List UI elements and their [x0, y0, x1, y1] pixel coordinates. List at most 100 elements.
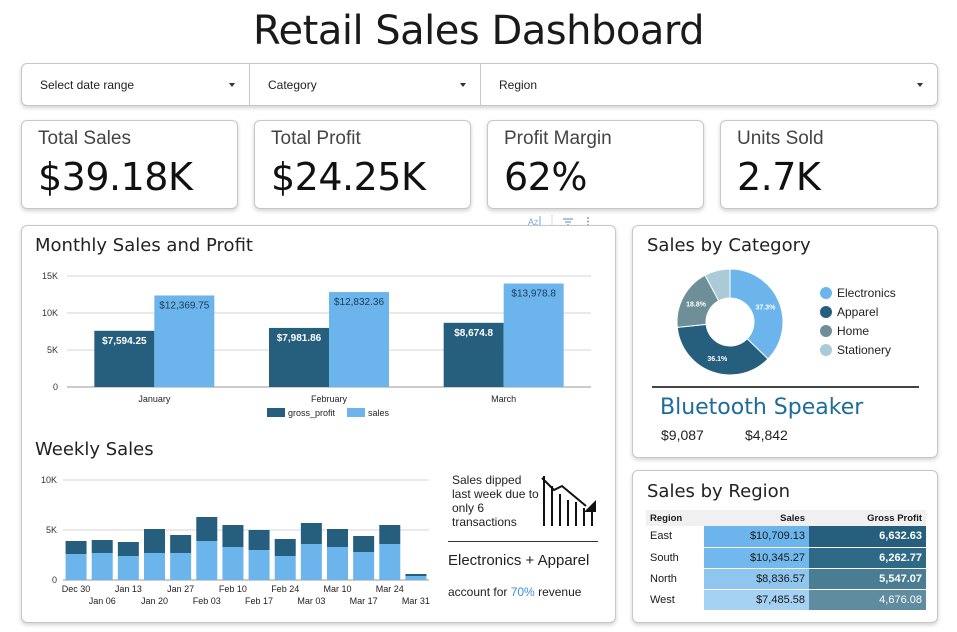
bar-segment-bottom [196, 541, 218, 580]
caret-down-icon [229, 83, 235, 87]
kpi-label: Profit Margin [504, 128, 612, 149]
kpi-units-sold: Units Sold 2.7K [720, 120, 938, 209]
bar-segment-top [300, 523, 322, 544]
kpi-profit-margin: Profit Margin 62% [487, 120, 704, 209]
x-tick-label: Mar 24 [376, 584, 404, 594]
column-header[interactable]: Sales [704, 510, 809, 526]
y-tick-label: 0 [52, 575, 57, 585]
divider [652, 386, 919, 388]
pie-slice [729, 268, 784, 360]
x-tick-label: Feb 24 [271, 584, 299, 594]
kpi-total-sales: Total Sales $39.18K [21, 120, 238, 209]
top-product-name: Bluetooth Speaker [660, 395, 864, 420]
legend-item: Apparel [820, 302, 896, 321]
legend-swatch [347, 408, 365, 417]
bar-segment-top [353, 536, 375, 552]
sales-cell: $10,709.13 [704, 526, 809, 548]
pie-slice [704, 268, 731, 302]
legend-label: gross_profit [288, 408, 336, 418]
legend-label: Electronics [837, 285, 896, 300]
column-header[interactable]: Gross Profit [809, 510, 926, 526]
kpi-value: $39.18K [38, 155, 193, 199]
top-product-sales: $9,087 [661, 427, 704, 443]
data-label: $7,981.86 [277, 333, 322, 344]
revenue-share-text: account for 70% revenue [448, 585, 581, 599]
share-percent: 70% [510, 585, 535, 599]
x-tick-label: Jan 27 [167, 584, 194, 594]
dashboard-title: Retail Sales Dashboard [253, 8, 704, 54]
svg-text:Z: Z [534, 220, 539, 227]
y-tick-label: 5K [47, 345, 58, 355]
caret-down-icon [460, 83, 466, 87]
x-tick-label: Mar 03 [297, 596, 325, 606]
slice-label: 36.1% [707, 356, 728, 363]
trend-down-icon [541, 476, 596, 526]
filter-bar: Select date range Category Region [21, 63, 938, 106]
region-cell: South [646, 547, 704, 569]
legend-label: Apparel [837, 304, 879, 319]
sales-cell: $8,836.57 [704, 568, 809, 590]
x-tick-label: February [311, 394, 348, 404]
bar-segment-bottom [170, 553, 192, 580]
data-label: $12,369.75 [159, 300, 209, 311]
legend-item: Home [820, 321, 896, 340]
share-prefix: account for [448, 585, 511, 599]
bar-segment-top [65, 541, 87, 554]
region-filter[interactable]: Region [480, 64, 937, 105]
legend-swatch [820, 343, 832, 356]
bar-segment-top [196, 517, 218, 541]
bar-segment-bottom [327, 547, 348, 580]
monthly-sales-profit-chart: 0 5K 10K 15K $7,594.25 $12,369.75 January $7,98… [42, 271, 591, 418]
column-header[interactable]: Region [646, 510, 704, 526]
bar-gross_profit [269, 327, 329, 387]
x-tick-label: Feb 03 [193, 596, 221, 606]
bar-segment-top [117, 542, 139, 556]
bar-segment-top [170, 535, 192, 553]
profit-cell: 5,547.07 [809, 568, 926, 590]
bar-segment-top [91, 540, 113, 553]
divider [448, 541, 598, 542]
legend-swatch [267, 408, 285, 417]
x-tick-label: January [138, 394, 171, 404]
weekly-annotation: Sales dipped last week due to only 6 tra… [452, 473, 539, 529]
kpi-value: $24.25K [271, 155, 426, 199]
x-tick-label: Feb 17 [245, 596, 273, 606]
y-tick-label: 15K [42, 271, 58, 281]
category-donut-chart: 37.3% 36.1% 18.8% [676, 268, 784, 376]
legend-label: Home [837, 323, 870, 338]
region-table-title: Sales by Region [647, 481, 791, 502]
bar-segment-top [274, 539, 296, 556]
profit-cell: 6,632.63 [809, 526, 926, 548]
profit-cell: 4,676.08 [809, 589, 926, 611]
bar-segment-bottom [300, 544, 322, 580]
data-label: $13,978.8 [511, 289, 556, 300]
date-range-filter[interactable]: Select date range [22, 64, 249, 105]
x-tick-label: Mar 31 [402, 596, 430, 606]
region-table: Region Sales Gross Profit East $10,709.13… [646, 510, 926, 611]
table-row: North $8,836.57 5,547.07 [646, 568, 926, 590]
x-tick-label: Jan 20 [141, 596, 168, 606]
sort-icon[interactable]: A Z [528, 216, 541, 227]
x-tick-label: March [491, 394, 516, 404]
bar-segment-top [222, 525, 244, 547]
sales-cell: $7,485.58 [704, 589, 809, 611]
kpi-value: 2.7K [737, 155, 821, 199]
kpi-label: Units Sold [737, 128, 824, 149]
bar-segment-bottom [274, 556, 296, 580]
kpi-value: 62% [504, 155, 587, 199]
y-tick-label: 10K [41, 475, 57, 485]
legend-item: Electronics [820, 283, 896, 302]
category-filter[interactable]: Category [249, 64, 480, 105]
bar-segment-bottom [222, 547, 244, 580]
x-tick-label: Mar 17 [350, 596, 378, 606]
region-label: Region [499, 77, 538, 92]
y-tick-label: 5K [46, 525, 57, 535]
bar-segment-bottom [91, 553, 113, 580]
slice-label: 18.8% [686, 301, 707, 308]
x-tick-label: Jan 06 [89, 596, 116, 606]
bar-segment-bottom [405, 576, 427, 580]
bar-segment-bottom [117, 556, 139, 580]
x-tick-label: Jan 13 [115, 584, 142, 594]
bar-segment-top [144, 529, 165, 553]
bar-segment-bottom [353, 552, 375, 580]
